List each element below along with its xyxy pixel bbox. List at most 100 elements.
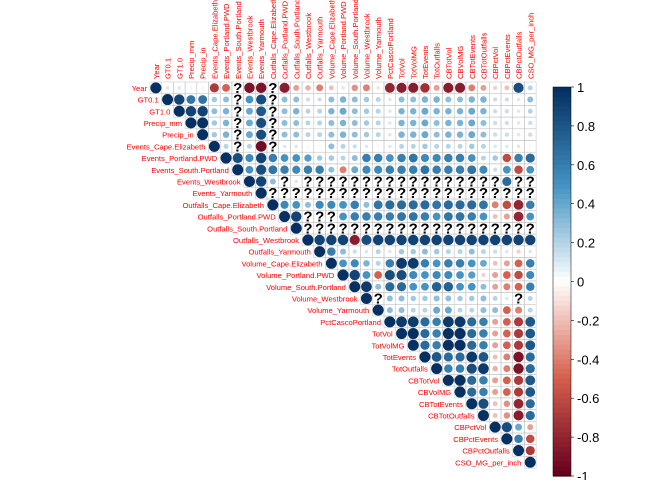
correlation-circle — [304, 154, 312, 162]
correlation-circle — [420, 328, 430, 339]
correlation-circle — [410, 295, 416, 302]
missing-value-mark: ? — [479, 185, 488, 202]
correlation-circle — [454, 374, 466, 386]
column-label: CBPctVol — [491, 47, 500, 79]
correlation-circle — [514, 270, 523, 280]
correlation-circle — [468, 107, 476, 115]
missing-value-mark: ? — [397, 173, 406, 190]
legend-color-step — [553, 271, 571, 278]
correlation-circle — [396, 200, 407, 210]
column-label: CBPctEvents — [503, 34, 512, 79]
correlation-circle — [256, 117, 267, 129]
correlation-circle — [419, 234, 431, 246]
correlation-circle — [528, 249, 532, 254]
correlation-circle — [328, 85, 334, 91]
correlation-circle — [351, 108, 358, 115]
correlation-circle — [388, 121, 392, 125]
correlation-circle — [527, 96, 534, 103]
correlation-circle — [211, 108, 218, 115]
correlation-circle — [455, 200, 465, 210]
correlation-circle — [374, 271, 383, 279]
correlation-circle — [480, 307, 487, 314]
correlation-circle — [492, 342, 499, 349]
legend-color-step — [553, 373, 571, 380]
correlation-circle — [466, 351, 478, 363]
legend-color-step — [553, 174, 571, 180]
legend-tick-label: 0.6 — [577, 158, 595, 173]
correlation-circle — [502, 200, 512, 210]
correlation-circle — [373, 153, 383, 163]
correlation-circle — [444, 364, 453, 373]
correlation-circle — [305, 97, 311, 102]
correlation-circle — [245, 153, 254, 163]
missing-value-mark: ? — [444, 173, 453, 190]
row-label: Outfalls_South.Portland — [207, 224, 287, 233]
correlation-circle — [503, 412, 511, 419]
correlation-circle — [280, 200, 289, 209]
correlation-circle — [294, 144, 298, 149]
row-label: TotVolMG — [371, 341, 404, 350]
correlation-circle — [396, 234, 407, 246]
correlation-circle — [165, 86, 170, 90]
row-label: CBPctOutfalls — [462, 447, 509, 456]
legend-color-step — [553, 441, 571, 448]
legend-color-step — [553, 359, 571, 365]
correlation-circle — [432, 165, 441, 175]
correlation-circle — [467, 154, 476, 162]
correlation-circle — [493, 97, 498, 102]
correlation-circle — [304, 201, 311, 208]
correlation-circle — [481, 272, 486, 278]
correlation-circle — [422, 307, 428, 313]
correlation-circle — [314, 234, 325, 246]
correlation-circle — [398, 307, 405, 314]
correlation-circle — [351, 84, 359, 92]
correlation-circle — [316, 84, 324, 92]
legend-color-step — [553, 247, 571, 253]
row-label: Precip_in — [162, 131, 194, 140]
correlation-circle — [388, 249, 392, 254]
row-label: TotOutfalls — [392, 365, 428, 374]
column-label: Volume_Yarmouth — [374, 17, 383, 79]
diag-circle — [325, 257, 337, 269]
correlation-circle — [442, 316, 454, 328]
correlation-circle — [502, 317, 511, 326]
correlation-circle — [292, 107, 300, 115]
diag-circle — [513, 445, 525, 457]
row-label: Events_Westbrook — [177, 177, 241, 186]
missing-value-mark: ? — [327, 173, 336, 190]
correlation-circle — [444, 306, 452, 314]
correlation-circle — [372, 234, 384, 246]
correlation-circle — [526, 212, 535, 221]
correlation-circle — [513, 340, 524, 350]
correlation-circle — [364, 249, 369, 254]
correlation-circle — [305, 120, 311, 126]
missing-value-mark: ? — [385, 173, 394, 190]
correlation-circle — [525, 328, 536, 339]
correlation-circle — [396, 282, 407, 292]
legend-color-step — [553, 237, 571, 244]
diag-circle — [337, 269, 349, 281]
missing-value-mark: ? — [502, 220, 511, 237]
correlation-circle — [362, 271, 371, 279]
correlation-circle — [293, 119, 300, 126]
column-label: Events_Cape.Elizabeth — [210, 0, 219, 79]
legend-color-step — [553, 121, 571, 127]
correlation-circle — [420, 259, 430, 268]
missing-value-mark: ? — [455, 220, 464, 237]
legend-color-step — [553, 130, 571, 137]
diag-circle — [173, 105, 185, 117]
missing-value-mark: ? — [467, 185, 476, 202]
diag-circle — [314, 246, 326, 258]
row-label: Volume_Westbrook — [292, 294, 358, 303]
correlation-circle — [421, 271, 429, 279]
correlation-circle — [189, 86, 193, 90]
correlation-circle — [388, 132, 392, 137]
correlation-circle — [492, 260, 498, 266]
correlation-circle — [385, 259, 395, 268]
correlation-circle — [282, 144, 287, 149]
correlation-circle — [444, 153, 453, 163]
correlation-circle — [244, 82, 255, 94]
row-label: GT0.1 — [138, 96, 159, 105]
correlation-circle — [514, 153, 523, 163]
